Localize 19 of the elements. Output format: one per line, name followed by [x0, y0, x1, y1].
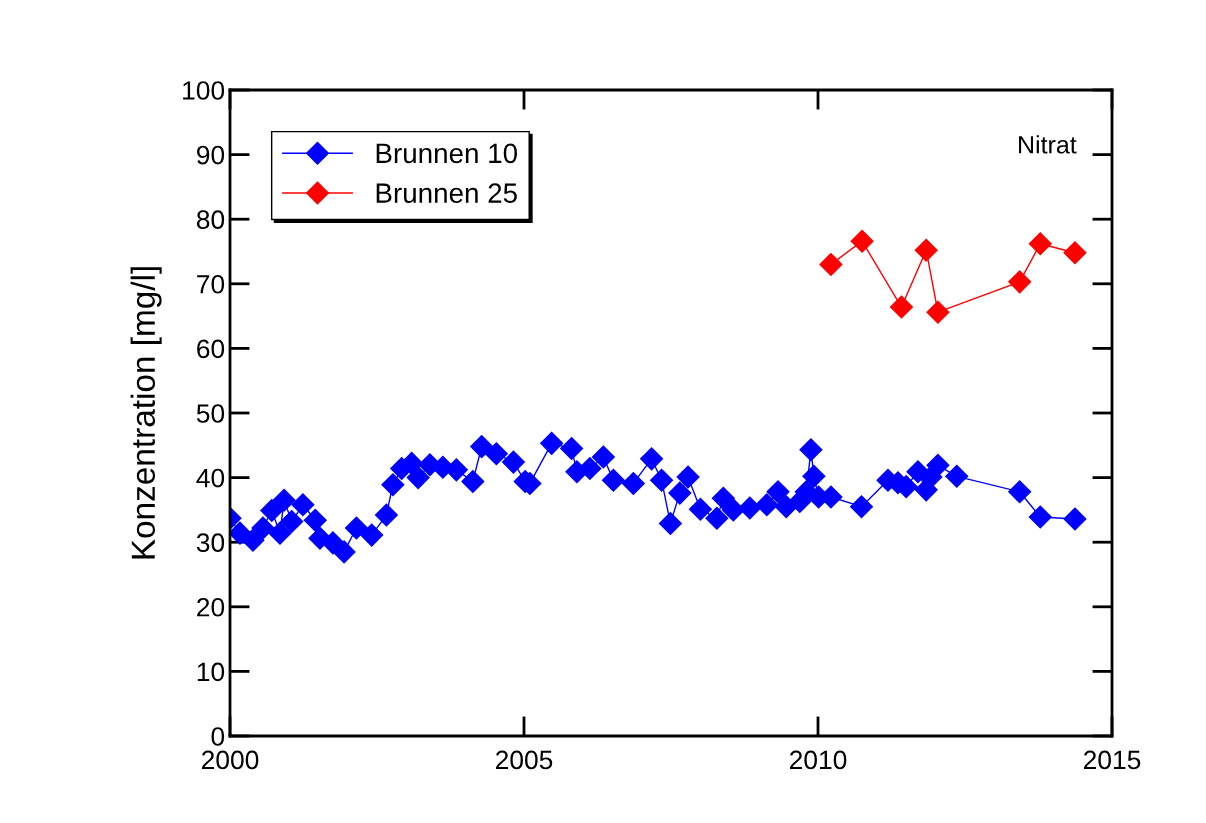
x-tick-label: 2000 [201, 750, 259, 770]
y-tick-label: 100 [183, 81, 225, 100]
y-axis-title: Konzentration [mg/l] [130, 267, 162, 559]
y-tick-label: 50 [196, 404, 225, 423]
y-tick-label: 80 [196, 210, 225, 230]
y-tick-label: 60 [197, 339, 225, 359]
y-tick-label: 40 [196, 468, 225, 488]
x-tick-label: 2010 [789, 750, 847, 770]
y-tick-label: 70 [197, 274, 225, 294]
y-tick-label: 10 [197, 662, 225, 682]
legend-label: Brunnen 10 [376, 143, 517, 164]
y-tick-label: 90 [197, 145, 225, 165]
annotation: Nitrat [1019, 135, 1077, 154]
x-tick-label: 2015 [1083, 750, 1141, 770]
x-tick-label: 2005 [495, 750, 553, 770]
y-tick-label: 20 [197, 597, 225, 617]
y-tick-label: 0 [211, 727, 225, 746]
y-tick-label: 30 [196, 533, 225, 553]
legend-label: Brunnen 25 [376, 183, 517, 203]
